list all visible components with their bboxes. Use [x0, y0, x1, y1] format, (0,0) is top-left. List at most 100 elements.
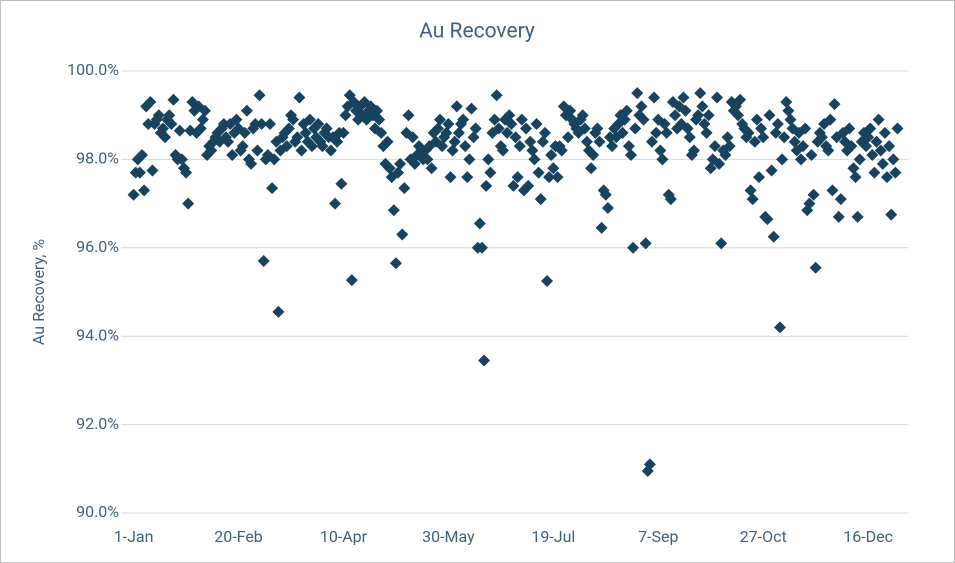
data-point	[316, 140, 329, 153]
data-point	[599, 188, 612, 201]
x-tick-label: 27-Oct	[740, 527, 787, 546]
data-point	[503, 109, 516, 122]
data-point	[578, 122, 591, 135]
data-point	[280, 140, 293, 153]
data-point	[371, 104, 384, 117]
data-point	[299, 126, 312, 139]
data-point	[398, 182, 411, 195]
data-point	[669, 109, 682, 122]
data-point	[732, 109, 745, 122]
data-point	[337, 126, 350, 139]
data-point	[217, 118, 230, 131]
data-point	[253, 89, 266, 102]
data-point	[524, 135, 537, 148]
data-point	[175, 153, 188, 166]
data-point	[643, 458, 656, 471]
data-point	[469, 122, 482, 135]
data-point	[459, 140, 472, 153]
data-point	[480, 179, 493, 192]
data-point	[576, 109, 589, 122]
data-point	[639, 237, 652, 250]
data-point	[180, 166, 193, 179]
data-point	[450, 100, 463, 113]
data-point	[547, 162, 560, 175]
x-tick-label: 30-May	[422, 527, 475, 546]
data-point	[868, 166, 881, 179]
data-point	[520, 122, 533, 135]
data-point	[394, 157, 407, 170]
data-point	[878, 126, 891, 139]
data-point	[771, 118, 784, 131]
data-point	[238, 126, 251, 139]
data-point	[778, 131, 791, 144]
data-point	[807, 188, 820, 201]
data-point	[853, 153, 866, 166]
data-point	[303, 113, 316, 126]
data-point	[715, 237, 728, 250]
data-point	[696, 100, 709, 113]
data-point	[752, 171, 765, 184]
data-point	[268, 153, 281, 166]
data-point	[603, 131, 616, 144]
data-point	[797, 140, 810, 153]
data-point	[809, 261, 822, 274]
data-point	[532, 166, 545, 179]
data-point	[287, 113, 300, 126]
data-point	[723, 140, 736, 153]
data-point	[679, 104, 692, 117]
data-point	[501, 126, 514, 139]
y-tick-label: 90.0%	[76, 502, 119, 521]
data-point	[320, 122, 333, 135]
data-point	[660, 126, 673, 139]
data-point	[624, 148, 637, 161]
data-point	[616, 126, 629, 139]
data-point	[478, 354, 491, 367]
data-point	[656, 153, 669, 166]
data-point	[375, 126, 388, 139]
data-point	[182, 197, 195, 210]
data-point	[864, 122, 877, 135]
data-point	[671, 122, 684, 135]
data-point	[593, 135, 606, 148]
data-point	[765, 164, 778, 177]
data-point	[387, 204, 400, 217]
data-point	[620, 104, 633, 117]
data-point	[446, 144, 459, 157]
data-point	[606, 140, 619, 153]
data-point	[511, 171, 524, 184]
x-tick-label: 7-Sep	[638, 527, 678, 546]
data-point	[748, 135, 761, 148]
data-point	[492, 122, 505, 135]
data-point	[580, 135, 593, 148]
chart-title: Au Recovery	[419, 20, 535, 44]
data-point	[205, 144, 218, 157]
data-point	[618, 113, 631, 126]
data-point	[828, 98, 841, 111]
data-point	[431, 122, 444, 135]
data-point	[862, 131, 875, 144]
data-point	[490, 89, 503, 102]
data-point	[551, 171, 564, 184]
data-point	[331, 135, 344, 148]
data-point	[247, 122, 260, 135]
data-point	[872, 113, 885, 126]
data-point	[505, 118, 518, 131]
data-point	[595, 221, 608, 234]
data-point	[389, 257, 402, 270]
data-point	[650, 126, 663, 139]
data-point	[866, 148, 879, 161]
data-point	[142, 118, 155, 131]
data-point	[251, 144, 264, 157]
data-point	[127, 188, 140, 201]
data-point	[805, 148, 818, 161]
data-point	[406, 131, 419, 144]
data-point	[436, 140, 449, 153]
data-point	[163, 109, 176, 122]
data-point	[266, 182, 279, 195]
data-point	[832, 210, 845, 223]
data-point	[167, 93, 180, 106]
data-point	[608, 122, 621, 135]
data-point	[156, 122, 169, 135]
data-point	[763, 109, 776, 122]
